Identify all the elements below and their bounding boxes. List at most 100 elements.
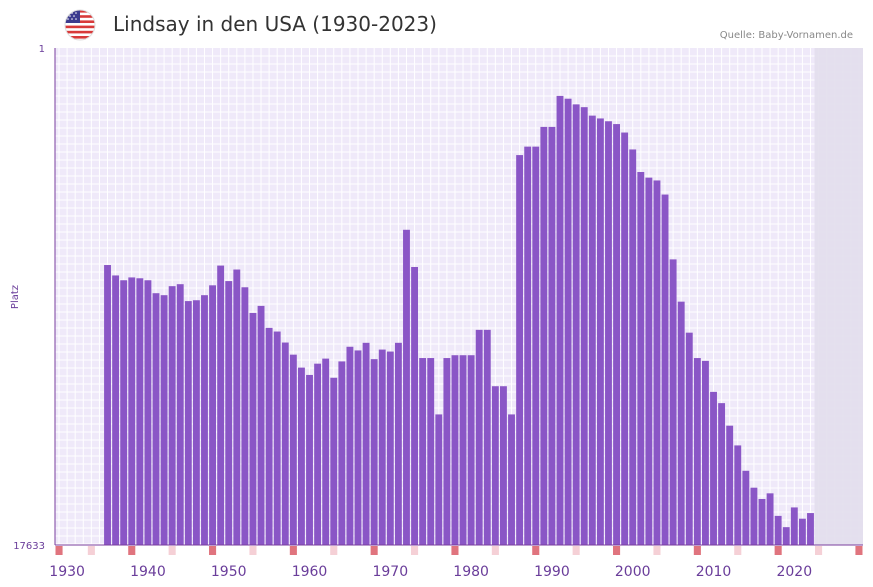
bar-2021: [798, 518, 806, 545]
bar-1997: [605, 121, 612, 545]
year-marker-light: [330, 546, 338, 555]
year-marker-light: [572, 546, 580, 555]
year-marker-strong: [451, 546, 459, 555]
future-shaded-region: [814, 48, 863, 545]
year-marker-strong: [774, 546, 782, 555]
year-marker-strong: [370, 546, 378, 555]
year-marker-strong: [693, 546, 701, 555]
x-tick-label: 1970: [372, 564, 408, 580]
bar-1952: [241, 287, 249, 545]
bar-2002: [645, 177, 653, 545]
year-marker-strong: [532, 546, 540, 555]
bar-1985: [508, 414, 515, 545]
x-tick-label: 1930: [49, 564, 85, 580]
bar-1942: [160, 295, 168, 545]
bar-1939: [136, 278, 144, 545]
year-marker-light: [734, 546, 742, 555]
bar-2019: [782, 527, 790, 545]
x-tick-labels: 1930 1940 1950 1960 1970 1980 1990 2000 2010 2020: [49, 564, 812, 580]
bar-2000: [629, 149, 637, 545]
bar-2013: [734, 445, 742, 545]
year-markers: [55, 546, 863, 555]
x-tick-label: 2020: [776, 564, 812, 580]
bar-1947: [201, 295, 208, 545]
bar-2005: [669, 259, 677, 545]
bar-1987: [524, 146, 532, 545]
bar-1946: [192, 300, 200, 545]
y-axis-label: Platz: [10, 285, 21, 309]
bar-1962: [322, 358, 330, 545]
bar-2016: [758, 498, 766, 545]
x-tick-label: 1980: [453, 564, 489, 580]
bar-2001: [637, 171, 645, 545]
bar-1965: [346, 346, 354, 545]
bar-1957: [281, 342, 289, 545]
bar-2018: [774, 515, 782, 545]
year-marker-light: [249, 546, 257, 555]
bar-1990: [548, 126, 556, 546]
year-marker-strong: [289, 546, 297, 555]
bar-1993: [572, 104, 580, 545]
x-tick-label: 2000: [615, 564, 651, 580]
bar-2020: [790, 507, 798, 545]
bar-1975: [427, 358, 435, 545]
chart-title: Lindsay in den USA (1930-2023): [113, 12, 437, 36]
y-tick-label-top: 1: [39, 44, 45, 55]
year-marker-light: [87, 546, 95, 555]
year-marker-strong: [128, 546, 136, 555]
bar-1980: [467, 355, 475, 545]
bar-1984: [500, 386, 507, 545]
bar-1976: [435, 414, 443, 545]
bar-1945: [184, 301, 192, 545]
bar-1963: [330, 377, 338, 545]
bar-1964: [338, 361, 346, 545]
year-marker-strong: [613, 546, 621, 555]
bar-1969: [378, 349, 386, 545]
bar-1940: [144, 280, 152, 545]
bar-1936: [112, 275, 120, 545]
bar-1954: [257, 305, 265, 545]
bar-1951: [233, 269, 241, 545]
bar-1953: [249, 312, 257, 545]
bar-1949: [217, 265, 225, 545]
bar-1937: [120, 280, 128, 545]
x-tick-label: 2010: [696, 564, 732, 580]
bar-2015: [750, 487, 758, 545]
bars-group: [104, 95, 814, 546]
bar-1992: [564, 98, 572, 545]
bar-2004: [661, 194, 669, 546]
bar-1948: [209, 285, 216, 545]
bar-1995: [588, 115, 596, 545]
bar-2017: [766, 493, 774, 545]
x-tick-label: 1950: [211, 564, 247, 580]
bar-1956: [273, 331, 281, 545]
bar-1977: [443, 358, 451, 545]
bar-1958: [289, 354, 297, 545]
bar-2012: [726, 425, 734, 545]
bar-1998: [613, 124, 620, 545]
bar-1972: [403, 229, 410, 545]
bar-1967: [362, 342, 370, 545]
x-tick-label: 1960: [292, 564, 328, 580]
bar-1988: [532, 146, 540, 545]
year-marker-light: [815, 546, 823, 555]
bar-1986: [516, 155, 524, 546]
bar-2014: [742, 470, 750, 545]
bar-1979: [459, 355, 467, 545]
bar-1961: [314, 363, 322, 545]
bar-1973: [411, 266, 418, 545]
bar-2011: [718, 403, 726, 545]
bar-1959: [298, 367, 305, 545]
bar-1989: [540, 126, 548, 546]
bar-1999: [621, 132, 629, 545]
bar-2022: [807, 513, 814, 545]
year-marker-strong: [209, 546, 217, 555]
us-flag-icon: [64, 9, 96, 41]
year-marker-light: [653, 546, 661, 555]
source-credit: Quelle: Baby-Vornamen.de: [719, 30, 853, 41]
year-marker-light: [491, 546, 499, 555]
bar-1970: [386, 351, 394, 545]
bar-1981: [475, 329, 483, 545]
y-tick-label-bottom: 17633: [13, 541, 45, 552]
